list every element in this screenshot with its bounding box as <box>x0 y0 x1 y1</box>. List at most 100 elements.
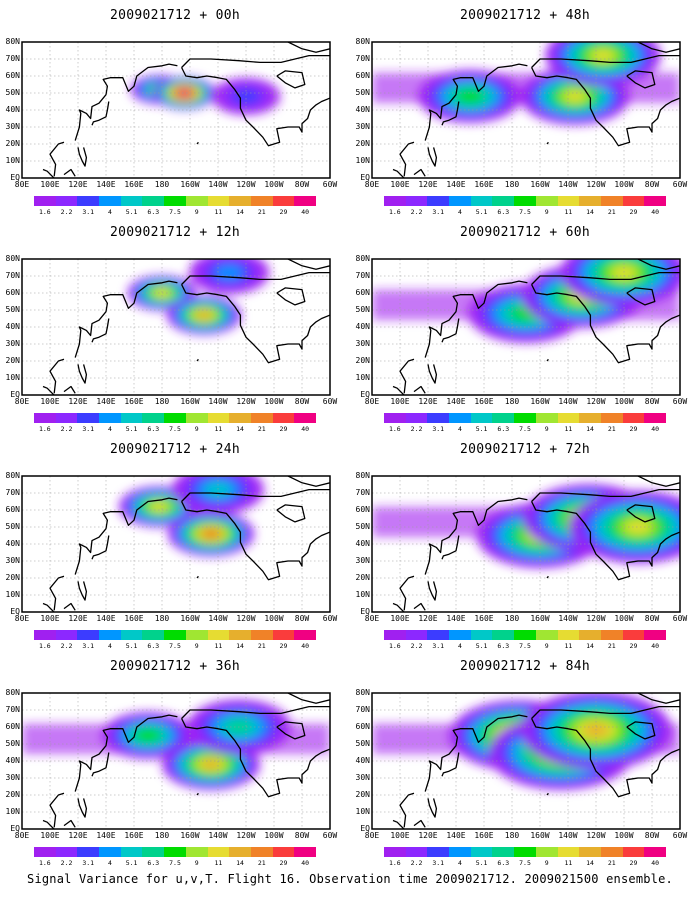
lon-tick-label: 180 <box>154 180 170 189</box>
colorbar-label: 2.2 <box>60 425 73 433</box>
lon-tick-label: 80E <box>14 397 30 406</box>
colorbar-swatch <box>405 413 428 423</box>
lon-tick-label: 60W <box>672 180 688 189</box>
lat-tick-label: 50N <box>5 739 20 748</box>
colorbar-swatch <box>470 630 493 640</box>
lon-tick-label: 80E <box>14 614 30 623</box>
lat-tick-label: 70N <box>355 54 370 63</box>
coastline <box>181 67 330 147</box>
map-plot-area: 80N 70N 60N 50N 40N 30N 20N 10N EQ 80E 100E 120E 140… <box>356 689 688 841</box>
coastline <box>441 752 460 777</box>
lat-tick-label: EQ <box>10 607 20 616</box>
colorbar-label: 1.6 <box>388 859 401 867</box>
lat-tick-label: 50N <box>355 305 370 314</box>
colorbar-swatch <box>185 413 208 423</box>
map-svg <box>371 475 681 613</box>
colorbar-label: 1.6 <box>38 425 51 433</box>
coastline <box>287 42 330 53</box>
lat-tick-label: 30N <box>5 122 20 131</box>
lat-tick-label: 10N <box>355 373 370 382</box>
colorbar-swatch <box>120 847 143 857</box>
map-frame <box>21 692 331 830</box>
lat-tick-label: 60N <box>355 288 370 297</box>
lon-tick-label: 100E <box>390 614 410 623</box>
lat-tick-label: 40N <box>5 105 20 114</box>
lat-tick-label: 20N <box>355 356 370 365</box>
colorbar-label: 7.5 <box>169 208 181 216</box>
coastline <box>181 501 330 581</box>
coastline <box>196 358 199 362</box>
coastline <box>626 70 656 89</box>
lon-tick-label: 160E <box>474 397 494 406</box>
lon-tick-label: 180 <box>504 397 520 406</box>
lat-tick-label: 20N <box>5 790 20 799</box>
lat-tick-label: 10N <box>355 156 370 165</box>
lon-tick-label: 160W <box>180 831 200 840</box>
colorbar-label: 11 <box>214 642 223 650</box>
map-plot-area: 80N 70N 60N 50N 40N 30N 20N 10N EQ 80E 100E 120E 140… <box>356 472 688 624</box>
lon-tick-label: 160W <box>530 397 550 406</box>
lat-tick-label: 10N <box>5 590 20 599</box>
lon-tick-label: 60W <box>672 614 688 623</box>
lon-tick-label: 100E <box>40 397 60 406</box>
coastline <box>42 168 55 178</box>
coastline <box>196 792 199 796</box>
lon-tick-label: 100W <box>614 180 634 189</box>
colorbar-swatch <box>492 196 515 206</box>
lat-tick-label: 30N <box>5 339 20 348</box>
coastline <box>626 287 656 306</box>
colorbar-label: 3.1 <box>432 208 445 216</box>
lon-tick-label: 160E <box>474 831 494 840</box>
lon-tick-label: 80E <box>364 831 380 840</box>
colorbar-labels: 1.6 2.2 3.1 4 5.1 6.3 7.5 9 11 14 21 29 40 <box>34 642 316 652</box>
coastline <box>531 271 680 285</box>
map-plot-area: 80N 70N 60N 50N 40N 30N 20N 10N EQ 80E 100E 120E 140… <box>6 38 338 190</box>
lat-tick-label: 60N <box>5 288 20 297</box>
lat-tick-label: EQ <box>10 824 20 833</box>
colorbar-swatch <box>644 196 666 206</box>
lon-tick-label: 140E <box>446 614 466 623</box>
lon-tick-label: 100E <box>40 180 60 189</box>
coastline <box>546 141 549 145</box>
colorbar-labels: 1.6 2.2 3.1 4 5.1 6.3 7.5 9 11 14 21 29 40 <box>384 642 666 652</box>
coastline <box>413 819 426 828</box>
coastline <box>276 504 306 523</box>
variance-contour <box>137 729 159 742</box>
lon-tick-label: 60W <box>322 397 338 406</box>
lon-tick-label: 100E <box>40 831 60 840</box>
variance-contour <box>458 90 482 103</box>
colorbar-label: 5.1 <box>475 425 488 433</box>
coastline <box>546 575 549 579</box>
colorbar-swatch <box>99 196 121 206</box>
map-plot-area: 80N 70N 60N 50N 40N 30N 20N 10N EQ 80E 100E 120E 140… <box>6 255 338 407</box>
lat-tick-label: 40N <box>5 322 20 331</box>
coastline <box>399 358 415 394</box>
colorbar-swatch <box>644 847 666 857</box>
coastline <box>49 141 65 177</box>
colorbar-swatch <box>384 630 406 640</box>
colorbar-label: 4 <box>107 425 112 433</box>
coastline <box>531 501 680 581</box>
variance-contour <box>195 310 213 320</box>
lat-tick-label: EQ <box>10 173 20 182</box>
colorbar <box>384 630 666 640</box>
colorbar-label: 9 <box>194 208 199 216</box>
lat-tick-label: 80N <box>355 688 370 697</box>
colorbar-swatch <box>294 413 316 423</box>
colorbar-labels: 1.6 2.2 3.1 4 5.1 6.3 7.5 9 11 14 21 29 40 <box>384 859 666 869</box>
coastline <box>276 287 306 306</box>
lat-tick-label: 20N <box>355 790 370 799</box>
colorbar-swatch <box>535 847 558 857</box>
lon-tick-label: 100E <box>390 180 410 189</box>
lat-tick-label: 50N <box>5 88 20 97</box>
colorbar-swatch <box>535 196 558 206</box>
map-frame <box>21 258 331 396</box>
lon-tick-label: 80W <box>294 831 310 840</box>
lon-tick-label: 80W <box>294 397 310 406</box>
lon-tick-label: 120E <box>68 614 88 623</box>
colorbar-label: 4 <box>107 208 112 216</box>
colorbar-label: 21 <box>607 208 616 216</box>
colorbar-swatch <box>55 196 78 206</box>
colorbar-label: 21 <box>607 859 616 867</box>
colorbar-label: 9 <box>194 859 199 867</box>
